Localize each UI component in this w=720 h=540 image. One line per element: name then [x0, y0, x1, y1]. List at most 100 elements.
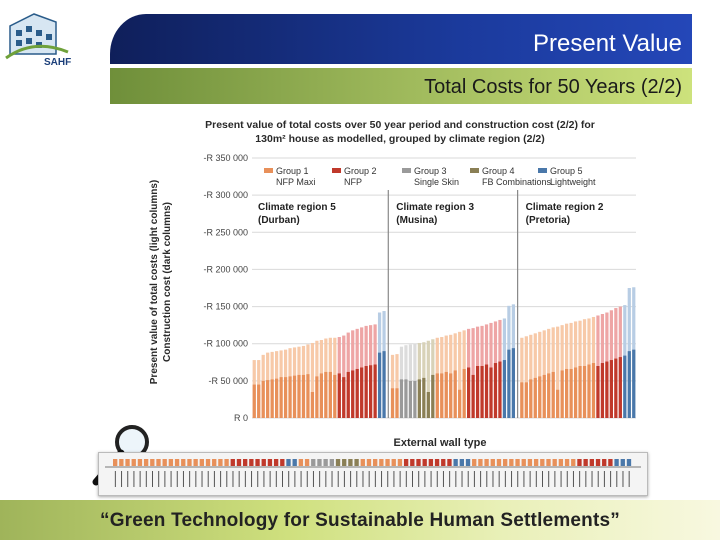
strip-swatch	[602, 459, 607, 466]
strip-tick	[127, 471, 129, 487]
construction-bar	[297, 374, 301, 418]
construction-bar	[453, 370, 457, 418]
strip-swatch	[453, 459, 458, 466]
total-bar	[520, 337, 524, 418]
total-bar	[556, 326, 560, 418]
construction-bar	[395, 388, 399, 418]
strip-tick	[182, 471, 184, 487]
construction-bar	[502, 360, 507, 418]
strip-tick	[300, 471, 302, 487]
bars	[252, 287, 636, 418]
strip-tick	[145, 471, 147, 487]
strip-swatch	[515, 459, 520, 466]
strip-tick	[374, 471, 376, 487]
strip-swatch	[329, 459, 334, 466]
strip-swatch	[187, 459, 192, 466]
strip-tick	[121, 471, 123, 487]
strip-tick	[393, 471, 395, 487]
strip-swatch	[410, 459, 415, 466]
strip-swatch	[113, 459, 118, 466]
strip-swatch	[280, 459, 285, 466]
construction-bar	[301, 374, 306, 418]
strip-swatch	[589, 459, 594, 466]
construction-bar	[489, 367, 493, 418]
strip-swatch	[360, 459, 365, 466]
strip-tick	[523, 471, 525, 487]
strip-swatch	[255, 459, 260, 466]
construction-bar	[360, 367, 364, 418]
construction-bar	[283, 377, 288, 418]
legend-sub: FB Combinations	[482, 177, 552, 187]
strip-tick	[610, 471, 612, 487]
title-bar: Present Value	[110, 14, 692, 64]
construction-bar	[533, 377, 537, 418]
sahf-logo: SAHF	[5, 13, 71, 68]
total-bar	[542, 330, 546, 418]
legend-name: Group 3	[414, 166, 447, 176]
strip-swatch	[273, 459, 279, 466]
strip-swatch	[218, 459, 223, 466]
strip-swatch	[403, 459, 409, 466]
strip-swatch	[465, 459, 471, 466]
construction-bar	[596, 366, 600, 418]
strip-tick	[294, 471, 296, 487]
subtitle-bar: Total Costs for 50 Years (2/2)	[110, 68, 692, 104]
strip-swatch	[459, 459, 464, 466]
strip-tick	[312, 471, 314, 487]
strip-swatch	[434, 459, 440, 466]
strip-tick	[548, 471, 550, 487]
strip-swatch	[614, 459, 619, 466]
strip-swatch	[546, 459, 551, 466]
strip-tick	[492, 471, 494, 487]
strip-tick	[356, 471, 358, 487]
strip-swatch	[379, 459, 384, 466]
construction-bar	[560, 370, 564, 418]
strip-tick	[343, 471, 345, 487]
strip-tick	[412, 471, 413, 487]
construction-bar	[315, 376, 319, 418]
construction-bar	[618, 357, 622, 418]
legend-swatch	[332, 168, 341, 173]
strip-swatch	[348, 459, 353, 466]
construction-bar	[431, 374, 435, 418]
strip-tick	[467, 471, 469, 487]
y-axis-ticks: R 0 -R 50 000 -R 100 000 -R 150 000 -R 200 0…	[203, 153, 248, 423]
strip-swatch	[267, 459, 273, 466]
gridlines	[252, 157, 636, 419]
strip-tick	[542, 471, 543, 487]
strip-swatch	[571, 459, 576, 466]
strip-swatch	[595, 459, 601, 466]
legend-sub: NFP	[344, 177, 362, 187]
construction-bar	[377, 352, 382, 418]
footer-slogan: “Green Technology for Sustainable Human …	[100, 510, 620, 531]
total-bar	[310, 342, 315, 418]
strip-tick	[325, 471, 327, 487]
construction-bar	[587, 364, 591, 418]
construction-bar	[475, 366, 480, 418]
construction-bar	[498, 361, 502, 418]
strip-swatch	[626, 459, 632, 466]
strip-swatch	[156, 459, 161, 466]
strip-tick	[622, 471, 624, 487]
y-tick-label: -R 250 000	[203, 227, 248, 237]
legend-swatch	[402, 168, 411, 173]
strip-tick	[319, 471, 321, 487]
strip-swatch	[125, 459, 130, 466]
construction-bar	[565, 368, 569, 418]
strip-swatch	[397, 459, 403, 466]
strip-swatch	[558, 459, 564, 466]
strip-swatch	[509, 459, 514, 466]
strip-tick	[362, 471, 364, 487]
construction-bar	[435, 373, 439, 418]
total-bar	[538, 331, 542, 418]
strip-tick	[436, 471, 438, 487]
construction-bar	[252, 384, 256, 418]
region-city: (Pretoria)	[526, 215, 570, 226]
strip-swatch	[577, 459, 582, 466]
construction-bar	[529, 379, 533, 418]
strip-swatch	[552, 459, 557, 466]
construction-bar	[462, 368, 466, 418]
region-city: (Musina)	[396, 215, 437, 226]
strip-swatch	[304, 459, 310, 466]
strip-tick	[585, 471, 587, 487]
